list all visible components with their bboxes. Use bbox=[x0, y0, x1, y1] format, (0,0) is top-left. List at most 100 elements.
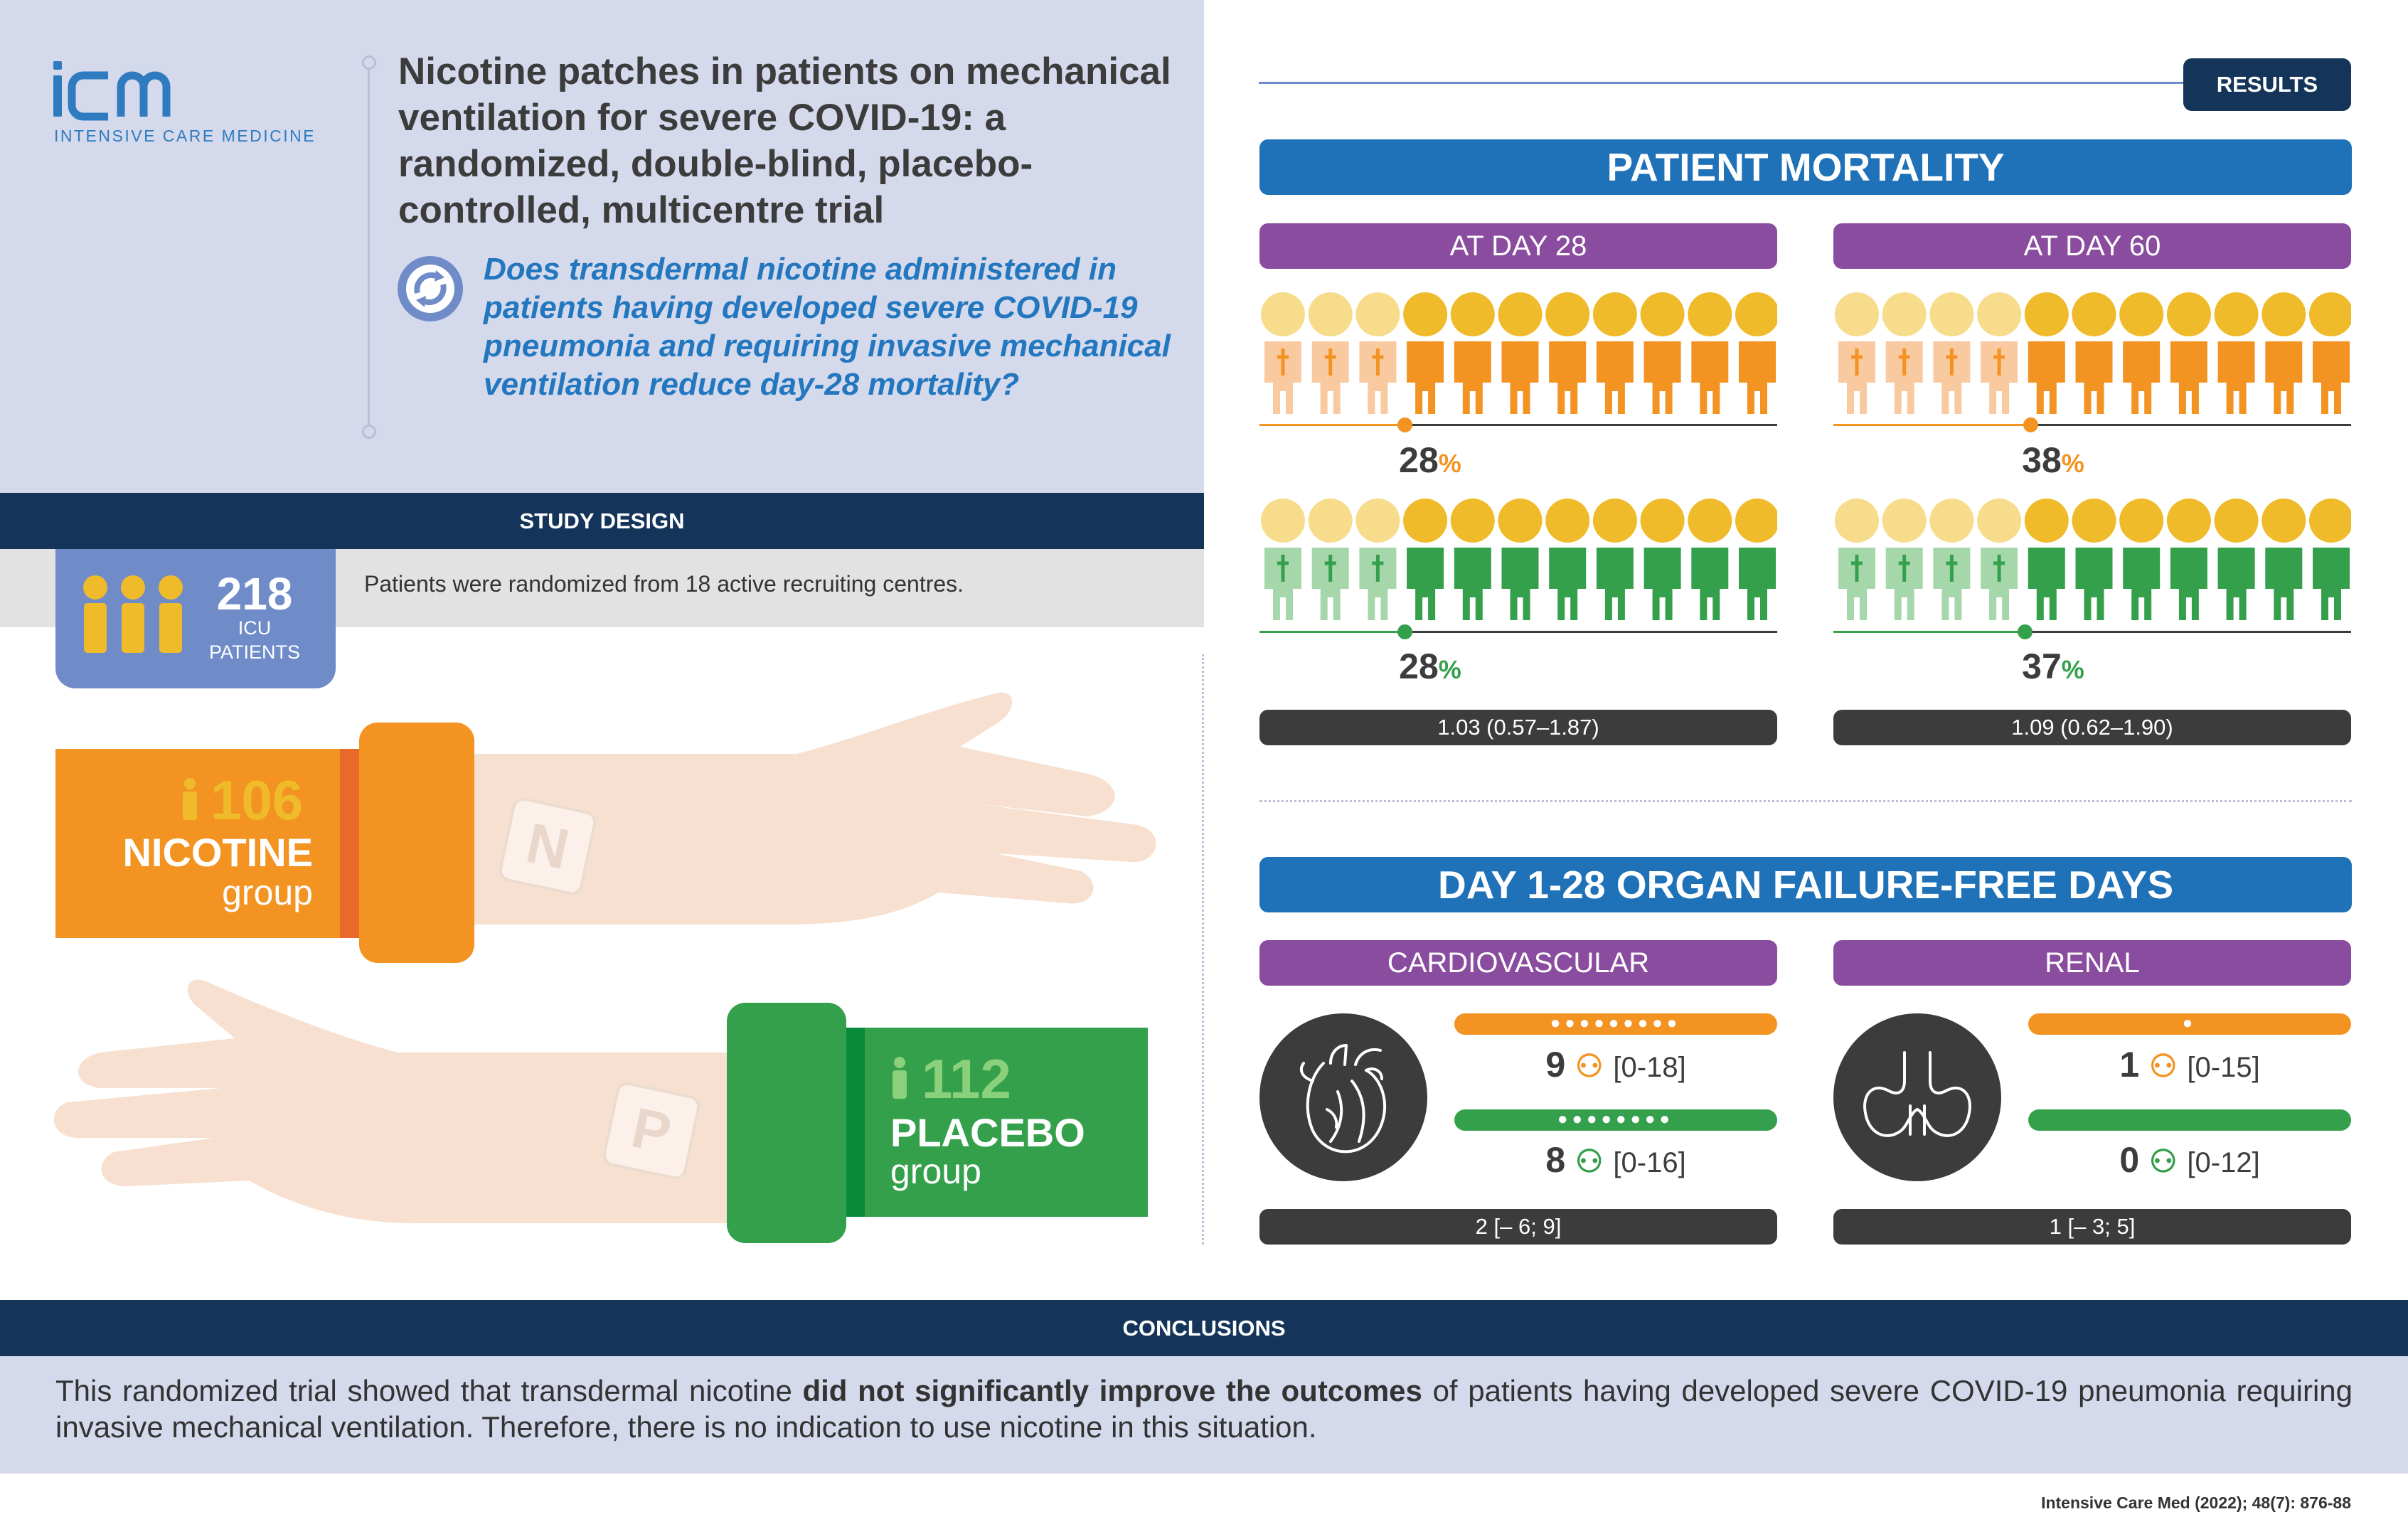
nicotine-survivor-figure bbox=[1403, 292, 1448, 414]
nicotine-survivor-figure bbox=[2072, 292, 2116, 414]
placebo-day28-people bbox=[1261, 499, 1777, 620]
conclusions-panel bbox=[0, 1356, 2408, 1474]
renal-placebo-value: 0 ⚇ [0-12] bbox=[2028, 1139, 2351, 1181]
person-icon: ⚇ bbox=[2149, 1049, 2178, 1084]
person-icon bbox=[183, 778, 197, 820]
placebo-survivor-figure bbox=[2166, 499, 2211, 620]
placebo-deceased-figure bbox=[1355, 499, 1400, 620]
nicotine-survivor-figure bbox=[2119, 292, 2164, 414]
cardio-difference: 2 [– 6; 9] bbox=[1259, 1209, 1777, 1245]
placebo-day60-value: 37 bbox=[2022, 646, 2062, 686]
cardio-nicotine-range: [0-18] bbox=[1613, 1052, 1686, 1083]
cardio-placebo-range: [0-16] bbox=[1613, 1147, 1686, 1178]
percent-sign: % bbox=[1438, 449, 1461, 478]
icu-label: ICU bbox=[238, 617, 272, 639]
nicotine-deceased-figure bbox=[1977, 292, 2022, 414]
placebo-survivor-figure bbox=[2309, 499, 2351, 620]
placebo-survivor-figure bbox=[1735, 499, 1777, 620]
nicotine-survivor-figure bbox=[2262, 292, 2306, 414]
cardio-nicotine-days: 9 bbox=[1545, 1045, 1566, 1085]
nicotine-day28-people bbox=[1261, 292, 1777, 414]
conclusions-text-start: This randomized trial showed that transd… bbox=[55, 1374, 803, 1407]
nicotine-count: 106 bbox=[211, 769, 304, 831]
page-title: Nicotine patches in patients on mechanic… bbox=[398, 50, 1171, 231]
placebo-survivor-figure bbox=[2072, 499, 2116, 620]
heart-icon bbox=[1299, 1044, 1387, 1154]
nicotine-survivor-figure bbox=[1640, 292, 1685, 414]
nicotine-survivor-figure bbox=[2309, 292, 2351, 414]
icm-logo bbox=[53, 61, 171, 121]
arms-illustration bbox=[53, 692, 1156, 1223]
nicotine-survivor-figure bbox=[2166, 292, 2211, 414]
conclusions-text: This randomized trial showed that transd… bbox=[55, 1373, 2353, 1445]
person-icon bbox=[893, 1057, 907, 1099]
conclusions-text-end: of patients having developed severe COVI… bbox=[55, 1374, 2353, 1444]
nicotine-band-stripe bbox=[340, 749, 361, 938]
placebo-day60-fill bbox=[1833, 631, 2025, 633]
person-icon: ⚇ bbox=[2149, 1144, 2178, 1179]
nicotine-survivor-figure bbox=[1545, 292, 1590, 414]
divider-dot-top bbox=[362, 55, 376, 70]
placebo-survivor-figure bbox=[1640, 499, 1685, 620]
renal-header: RENAL bbox=[1833, 940, 2351, 986]
nicotine-deceased-figure bbox=[1308, 292, 1353, 414]
upper-arm bbox=[455, 692, 1156, 925]
percent-sign: % bbox=[1438, 655, 1461, 684]
nicotine-survivor-figure bbox=[2214, 292, 2259, 414]
nicotine-deceased-figure bbox=[1835, 292, 1879, 414]
column-divider bbox=[1202, 654, 1206, 1245]
renal-difference: 1 [– 3; 5] bbox=[1833, 1209, 2351, 1245]
nicotine-deceased-figure bbox=[1882, 292, 1927, 414]
renal-placebo-dots bbox=[2028, 1109, 2351, 1131]
day28-ratio: 1.03 (0.57–1.87) bbox=[1259, 710, 1777, 745]
logo-subtitle: INTENSIVE CARE MEDICINE bbox=[54, 127, 316, 145]
placebo-day60-track bbox=[1833, 624, 2351, 639]
nicotine-day60-people bbox=[1835, 292, 2351, 414]
section-divider bbox=[1259, 800, 2352, 802]
kidney-icon bbox=[1863, 1051, 1971, 1137]
placebo-day28-pct: 28% bbox=[1341, 646, 1519, 687]
cardio-nicotine-value: 9 ⚇ [0-18] bbox=[1454, 1044, 1777, 1085]
nicotine-day60-marker bbox=[2023, 417, 2038, 432]
placebo-day28-fill bbox=[1259, 631, 1405, 633]
study-design-header: STUDY DESIGN bbox=[0, 493, 1204, 549]
placebo-survivor-figure bbox=[1592, 499, 1637, 620]
organ-failure-header: DAY 1-28 ORGAN FAILURE-FREE DAYS bbox=[1259, 857, 2352, 912]
placebo-deceased-figure bbox=[1261, 499, 1305, 620]
placebo-survivor-figure bbox=[2119, 499, 2164, 620]
placebo-deceased-figure bbox=[1929, 499, 1974, 620]
renal-nicotine-range: [0-15] bbox=[2187, 1052, 2260, 1083]
cardio-placebo-value: 8 ⚇ [0-16] bbox=[1454, 1139, 1777, 1181]
mortality-header: PATIENT MORTALITY bbox=[1259, 139, 2352, 195]
placebo-survivor-figure bbox=[1403, 499, 1448, 620]
placebo-group-name: PLACEBO bbox=[890, 1110, 1085, 1155]
patients-label: PATIENTS bbox=[208, 641, 300, 663]
placebo-survivor-figure bbox=[2214, 499, 2259, 620]
percent-sign: % bbox=[2061, 655, 2084, 684]
renal-nicotine-days: 1 bbox=[2119, 1045, 2140, 1085]
placebo-deceased-figure bbox=[1977, 499, 2022, 620]
placebo-patch-icon bbox=[602, 1082, 700, 1180]
results-badge: RESULTS bbox=[2183, 58, 2351, 111]
renal-nicotine-value: 1 ⚇ [0-15] bbox=[2028, 1044, 2351, 1085]
study-design-text: Patients were randomized from 18 active … bbox=[364, 571, 964, 597]
cardio-placebo-days: 8 bbox=[1545, 1140, 1566, 1180]
research-question: Does transdermal nicotine administered i… bbox=[484, 252, 1171, 402]
nicotine-day60-value: 38 bbox=[2022, 440, 2062, 480]
nicotine-survivor-figure bbox=[1498, 292, 1543, 414]
placebo-survivor-figure bbox=[1498, 499, 1543, 620]
nicotine-wristband bbox=[359, 723, 474, 963]
cardio-placebo-dots: ●●●●●●●● bbox=[1454, 1109, 1777, 1131]
percent-sign: % bbox=[2061, 449, 2084, 478]
nicotine-day28-pct: 28% bbox=[1341, 439, 1519, 481]
kidney-badge bbox=[1833, 1013, 2001, 1181]
heart-badge bbox=[1259, 1013, 1427, 1181]
header-panel bbox=[0, 0, 1204, 493]
placebo-wristband bbox=[727, 1003, 846, 1243]
conclusions-text-emphasis: did not significantly improve the outcom… bbox=[802, 1374, 1422, 1407]
nicotine-deceased-figure bbox=[1355, 292, 1400, 414]
question-icon bbox=[398, 256, 463, 321]
placebo-deceased-figure bbox=[1835, 499, 1879, 620]
divider-dot-bottom bbox=[362, 425, 376, 439]
lower-arm bbox=[53, 979, 732, 1223]
